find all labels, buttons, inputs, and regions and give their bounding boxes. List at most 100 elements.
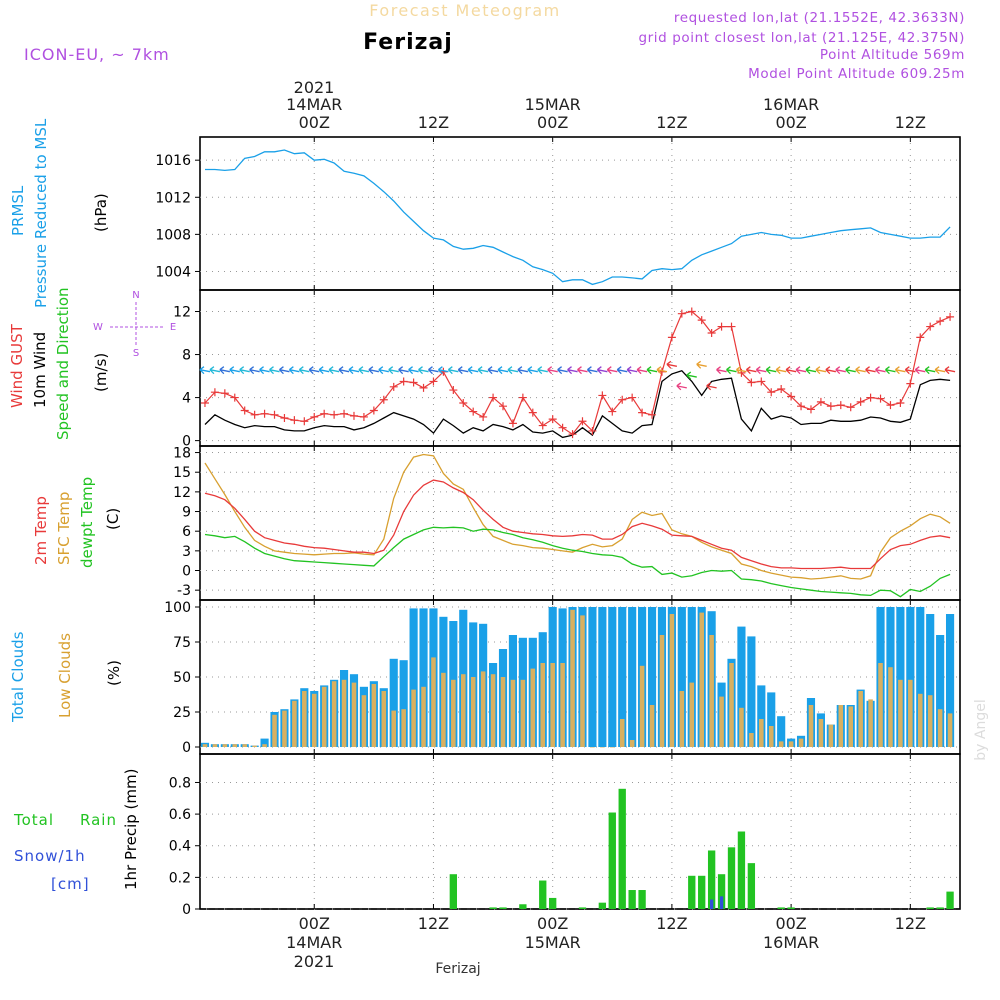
rain-bar	[598, 902, 607, 909]
t2m-label: 2m Temp	[32, 496, 50, 565]
wind-ytick-label: 0	[182, 434, 191, 450]
gust-point	[687, 307, 696, 316]
precip-ytick-label: 0.2	[169, 870, 191, 886]
pressure-label-1: PRMSL	[9, 185, 27, 236]
gust-point	[667, 333, 676, 342]
gust-point	[926, 322, 935, 331]
temperature-ytick-label: 12	[173, 485, 191, 501]
gust-point	[280, 414, 289, 423]
total-clouds-bar	[777, 716, 786, 747]
gust-point	[846, 403, 855, 412]
low-clouds-bar	[282, 710, 287, 747]
rain-bar	[727, 847, 736, 909]
wind-direction-arrow	[815, 366, 827, 375]
precip-ytick-label: 0.8	[169, 775, 191, 791]
gust-point	[707, 329, 716, 338]
gust-point	[359, 412, 368, 421]
low-clouds-bar	[649, 705, 655, 747]
gust-point	[290, 416, 299, 425]
low-clouds-bar	[351, 682, 357, 747]
wind-direction-arrow	[537, 366, 548, 375]
gust-point	[310, 412, 319, 421]
low-clouds-bar	[927, 695, 933, 747]
low-clouds-bar	[937, 709, 943, 747]
wind-unit: (m/s)	[92, 353, 110, 392]
wind-direction-arrow	[616, 366, 628, 375]
wind-direction-arrow	[368, 366, 379, 375]
wind-direction-arrow	[785, 366, 797, 375]
gust-point	[250, 410, 259, 419]
requested-coords: requested lon,lat (21.1552E, 42.3633N)	[674, 10, 965, 26]
clouds-unit: (%)	[105, 660, 123, 686]
low-clouds-bar	[699, 612, 704, 747]
gust-point	[936, 317, 945, 326]
bottom-axis-date-label: 16MAR	[763, 933, 819, 952]
total-clouds-bar	[737, 626, 746, 747]
precip-panel: 0 0.2 0.4 0.6 0.8	[169, 753, 961, 918]
wind-direction-arrow	[338, 366, 350, 375]
bottom-axis-hour-label: 12Z	[895, 914, 926, 933]
t2m-series-line	[204, 479, 951, 570]
gust-point	[399, 377, 408, 386]
wind-direction-arrow	[328, 366, 340, 375]
wind-direction-arrow	[418, 366, 429, 375]
model-label: ICON-EU, ~ 7km	[24, 45, 170, 64]
gust-point	[479, 412, 488, 421]
gust-point	[648, 410, 657, 419]
gust-point	[220, 389, 229, 398]
low-clouds-bar	[550, 663, 555, 747]
wind-direction-arrow	[586, 366, 598, 375]
wind-direction-arrow	[547, 366, 558, 375]
low-clouds-bar	[798, 738, 804, 747]
precip-frame	[199, 753, 961, 910]
temperature-ytick-label: 18	[173, 446, 191, 462]
low-clouds-bar	[759, 719, 764, 747]
low-clouds-bar	[898, 679, 903, 747]
wind-dir-label: Speed and Direction	[54, 287, 72, 440]
wind-direction-arrow	[845, 366, 856, 375]
rain-bar	[549, 897, 557, 909]
low-clouds-bar	[739, 707, 744, 747]
rain-bar	[787, 907, 795, 909]
gust-point	[906, 379, 915, 388]
low-clouds-bar	[421, 686, 426, 747]
bottom-axis-hour-label: 00Z	[299, 914, 330, 933]
model-point-altitude: Model Point Altitude 609.25m	[748, 66, 965, 82]
gust-point	[578, 417, 587, 426]
temperature-ytick-label: 15	[173, 465, 191, 481]
wind-direction-arrow	[398, 366, 409, 375]
wind-direction-arrow	[795, 366, 807, 375]
snow-label: Snow/1h	[14, 847, 86, 865]
gust-point	[340, 409, 349, 418]
gust-point	[836, 401, 845, 410]
compass-n-icon: N	[132, 290, 139, 301]
low-clouds-bar	[490, 674, 496, 747]
precip-ytick-label: 0.6	[169, 807, 191, 823]
wind-direction-arrow	[835, 366, 846, 375]
compass-s-icon: S	[133, 348, 139, 359]
low-clouds-bar	[500, 677, 506, 747]
gust-point	[816, 397, 825, 406]
rain-bar	[707, 850, 716, 909]
low-clouds-bar	[659, 635, 665, 747]
gust-point	[886, 401, 895, 410]
temp-labels: 2m Temp SFC Temp dewpt Temp (C)	[32, 477, 122, 568]
wind-direction-arrow	[527, 366, 538, 375]
top-axis-hour-label: 00Z	[537, 113, 568, 132]
rain-bar	[519, 904, 527, 909]
temperature-ytick-label: -3	[177, 583, 191, 599]
total-clouds-bar	[906, 607, 915, 747]
low-clouds-bar	[331, 681, 337, 747]
gust-series-line	[204, 310, 951, 436]
temperature-ytick-label: 3	[182, 544, 191, 560]
clouds-ytick-label: 100	[164, 600, 191, 616]
low-clouds-bar	[451, 679, 456, 747]
wind-direction-arrow	[596, 366, 608, 375]
wind-direction-arrow	[577, 366, 588, 375]
gust-point	[757, 377, 766, 386]
wind-direction-arrow	[219, 366, 230, 375]
clouds-ytick-label: 50	[173, 670, 191, 686]
wind-gust-label: Wind GUST	[8, 323, 26, 408]
wind-direction-arrow	[606, 366, 618, 375]
